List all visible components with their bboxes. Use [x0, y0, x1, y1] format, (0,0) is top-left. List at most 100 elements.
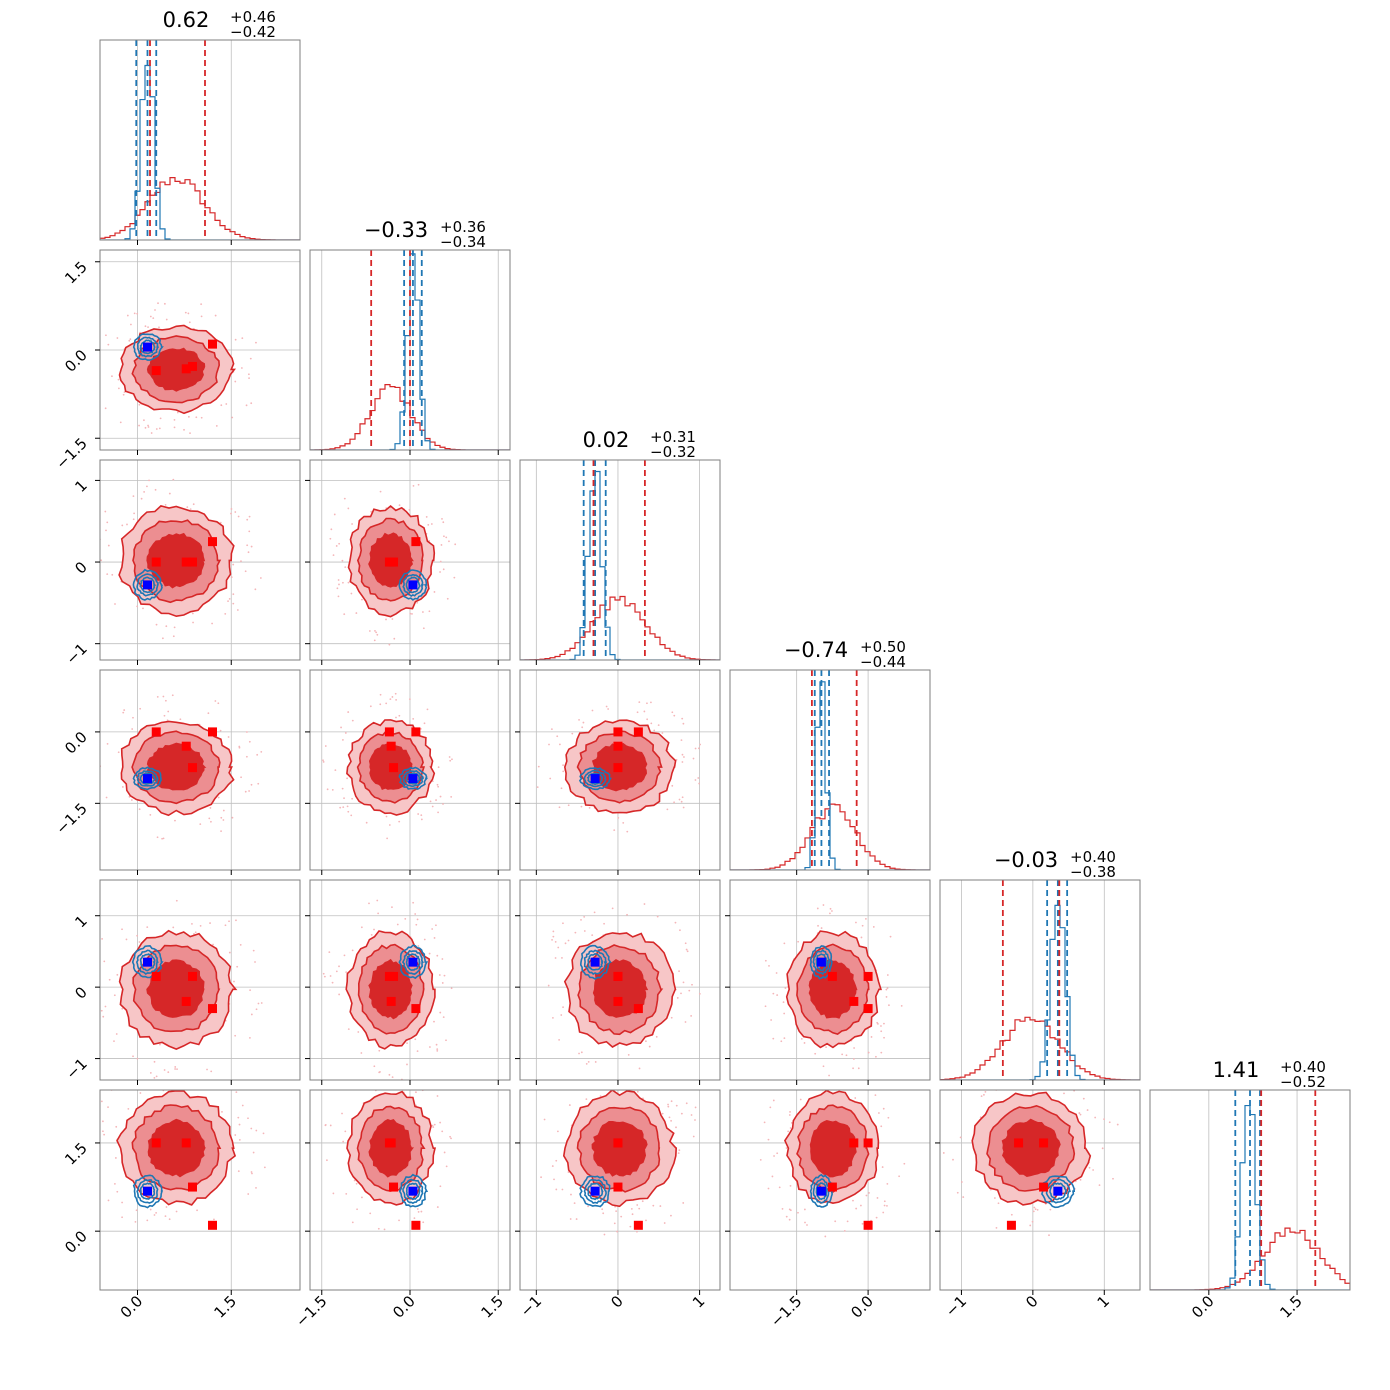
scatter-point — [116, 973, 119, 976]
scatter-point — [338, 993, 341, 996]
scatter-point — [594, 1061, 597, 1063]
contour-narrow-2 — [815, 953, 828, 972]
scatter-point — [556, 735, 559, 738]
scatter-point — [568, 1104, 571, 1106]
scatter-point — [552, 930, 555, 933]
contour-narrow-2 — [139, 953, 156, 972]
scatter-point — [984, 1088, 986, 1090]
scatter-point — [437, 785, 440, 788]
panel-frame — [519, 669, 721, 871]
scatter-point — [237, 1116, 240, 1119]
scatter-point — [681, 761, 684, 763]
marker-wide — [411, 727, 421, 737]
scatter-point — [445, 536, 448, 539]
scatter-point — [783, 1037, 786, 1040]
scatter-point — [189, 432, 191, 435]
y-tick-label: −1.5 — [52, 799, 90, 837]
scatter-point — [262, 1132, 265, 1135]
plot-area — [310, 880, 510, 1080]
panel-frame — [519, 1089, 721, 1291]
scatter-point — [385, 702, 388, 705]
scatter-point — [582, 721, 585, 724]
scatter-point — [209, 807, 212, 809]
scatter-point — [445, 1039, 447, 1042]
scatter-point — [674, 1082, 676, 1084]
scatter-point — [883, 1022, 885, 1025]
scatter-point — [436, 1206, 439, 1208]
x-tick-label: 1.5 — [210, 1292, 240, 1322]
marker-wide — [633, 1004, 643, 1014]
scatter-point — [883, 1036, 885, 1039]
scatter-point — [107, 1106, 109, 1109]
marker-narrow — [143, 1186, 152, 1196]
marker-narrow — [590, 774, 600, 784]
scatter-point — [426, 708, 429, 711]
scatter-point — [857, 1072, 859, 1074]
scatter-point — [553, 1178, 555, 1181]
scatter-point — [171, 694, 174, 697]
scatter-point — [1108, 1121, 1111, 1124]
histogram-wide-series — [940, 1016, 1140, 1080]
scatter-point — [146, 485, 148, 488]
scatter-point — [956, 1191, 959, 1194]
scatter-point — [121, 1007, 124, 1010]
title-minus-error: −0.42 — [230, 23, 276, 41]
scatter-point — [121, 1201, 124, 1204]
contour-panel-4-0: −1 0 1 — [62, 879, 301, 1085]
scatter-point — [383, 1228, 386, 1231]
title-median: 0.62 — [163, 8, 210, 32]
scatter-point — [164, 699, 167, 702]
scatter-point — [355, 612, 358, 614]
scatter-point — [219, 521, 222, 524]
scatter-point — [636, 1204, 639, 1206]
scatter-point — [439, 1121, 442, 1124]
scatter-point — [250, 1127, 253, 1130]
scatter-point — [337, 595, 340, 598]
scatter-point — [237, 515, 240, 518]
scatter-point — [149, 1072, 152, 1074]
scatter-point — [942, 1152, 945, 1154]
scatter-point — [361, 1196, 363, 1199]
scatter-point — [388, 643, 391, 646]
scatter-point — [443, 1151, 446, 1154]
scatter-point — [104, 1005, 107, 1008]
scatter-point — [776, 1152, 779, 1155]
marker-wide — [1039, 1182, 1049, 1192]
scatter-point — [599, 1095, 602, 1098]
scatter-point — [250, 1171, 253, 1173]
scatter-point — [368, 902, 370, 905]
scatter-point — [247, 373, 250, 376]
scatter-point — [587, 1205, 589, 1208]
scatter-point — [347, 1028, 350, 1031]
marker-wide — [181, 364, 191, 374]
scatter-point — [133, 512, 136, 515]
marker-wide — [181, 1138, 191, 1148]
scatter-point — [694, 747, 697, 750]
scatter-point — [117, 387, 120, 390]
title-minus-error: −0.38 — [1070, 863, 1116, 881]
scatter-point — [1094, 1116, 1097, 1119]
scatter-point — [224, 613, 227, 615]
scatter-point — [111, 375, 113, 378]
marker-wide — [827, 1182, 837, 1192]
scatter-point — [114, 603, 116, 605]
scatter-point — [326, 1159, 328, 1162]
marker-wide — [849, 996, 859, 1006]
marker-wide — [863, 1138, 873, 1148]
scatter-point — [92, 1017, 94, 1019]
plot-area — [520, 880, 720, 1080]
title-plus-error: +0.40 — [1280, 1058, 1326, 1076]
contour-panel-5-1: −1.5 0.0 1.5 — [292, 1089, 511, 1331]
scatter-point — [214, 314, 217, 317]
scatter-point — [172, 478, 175, 481]
scatter-point — [852, 1067, 854, 1070]
scatter-point — [406, 1063, 408, 1066]
scatter-point — [357, 1031, 360, 1033]
scatter-point — [595, 1070, 597, 1072]
scatter-point — [136, 605, 139, 608]
x-tick-label: 0.0 — [389, 1292, 419, 1322]
scatter-point — [117, 751, 120, 754]
scatter-point — [379, 693, 382, 696]
marker-wide — [613, 1182, 623, 1192]
